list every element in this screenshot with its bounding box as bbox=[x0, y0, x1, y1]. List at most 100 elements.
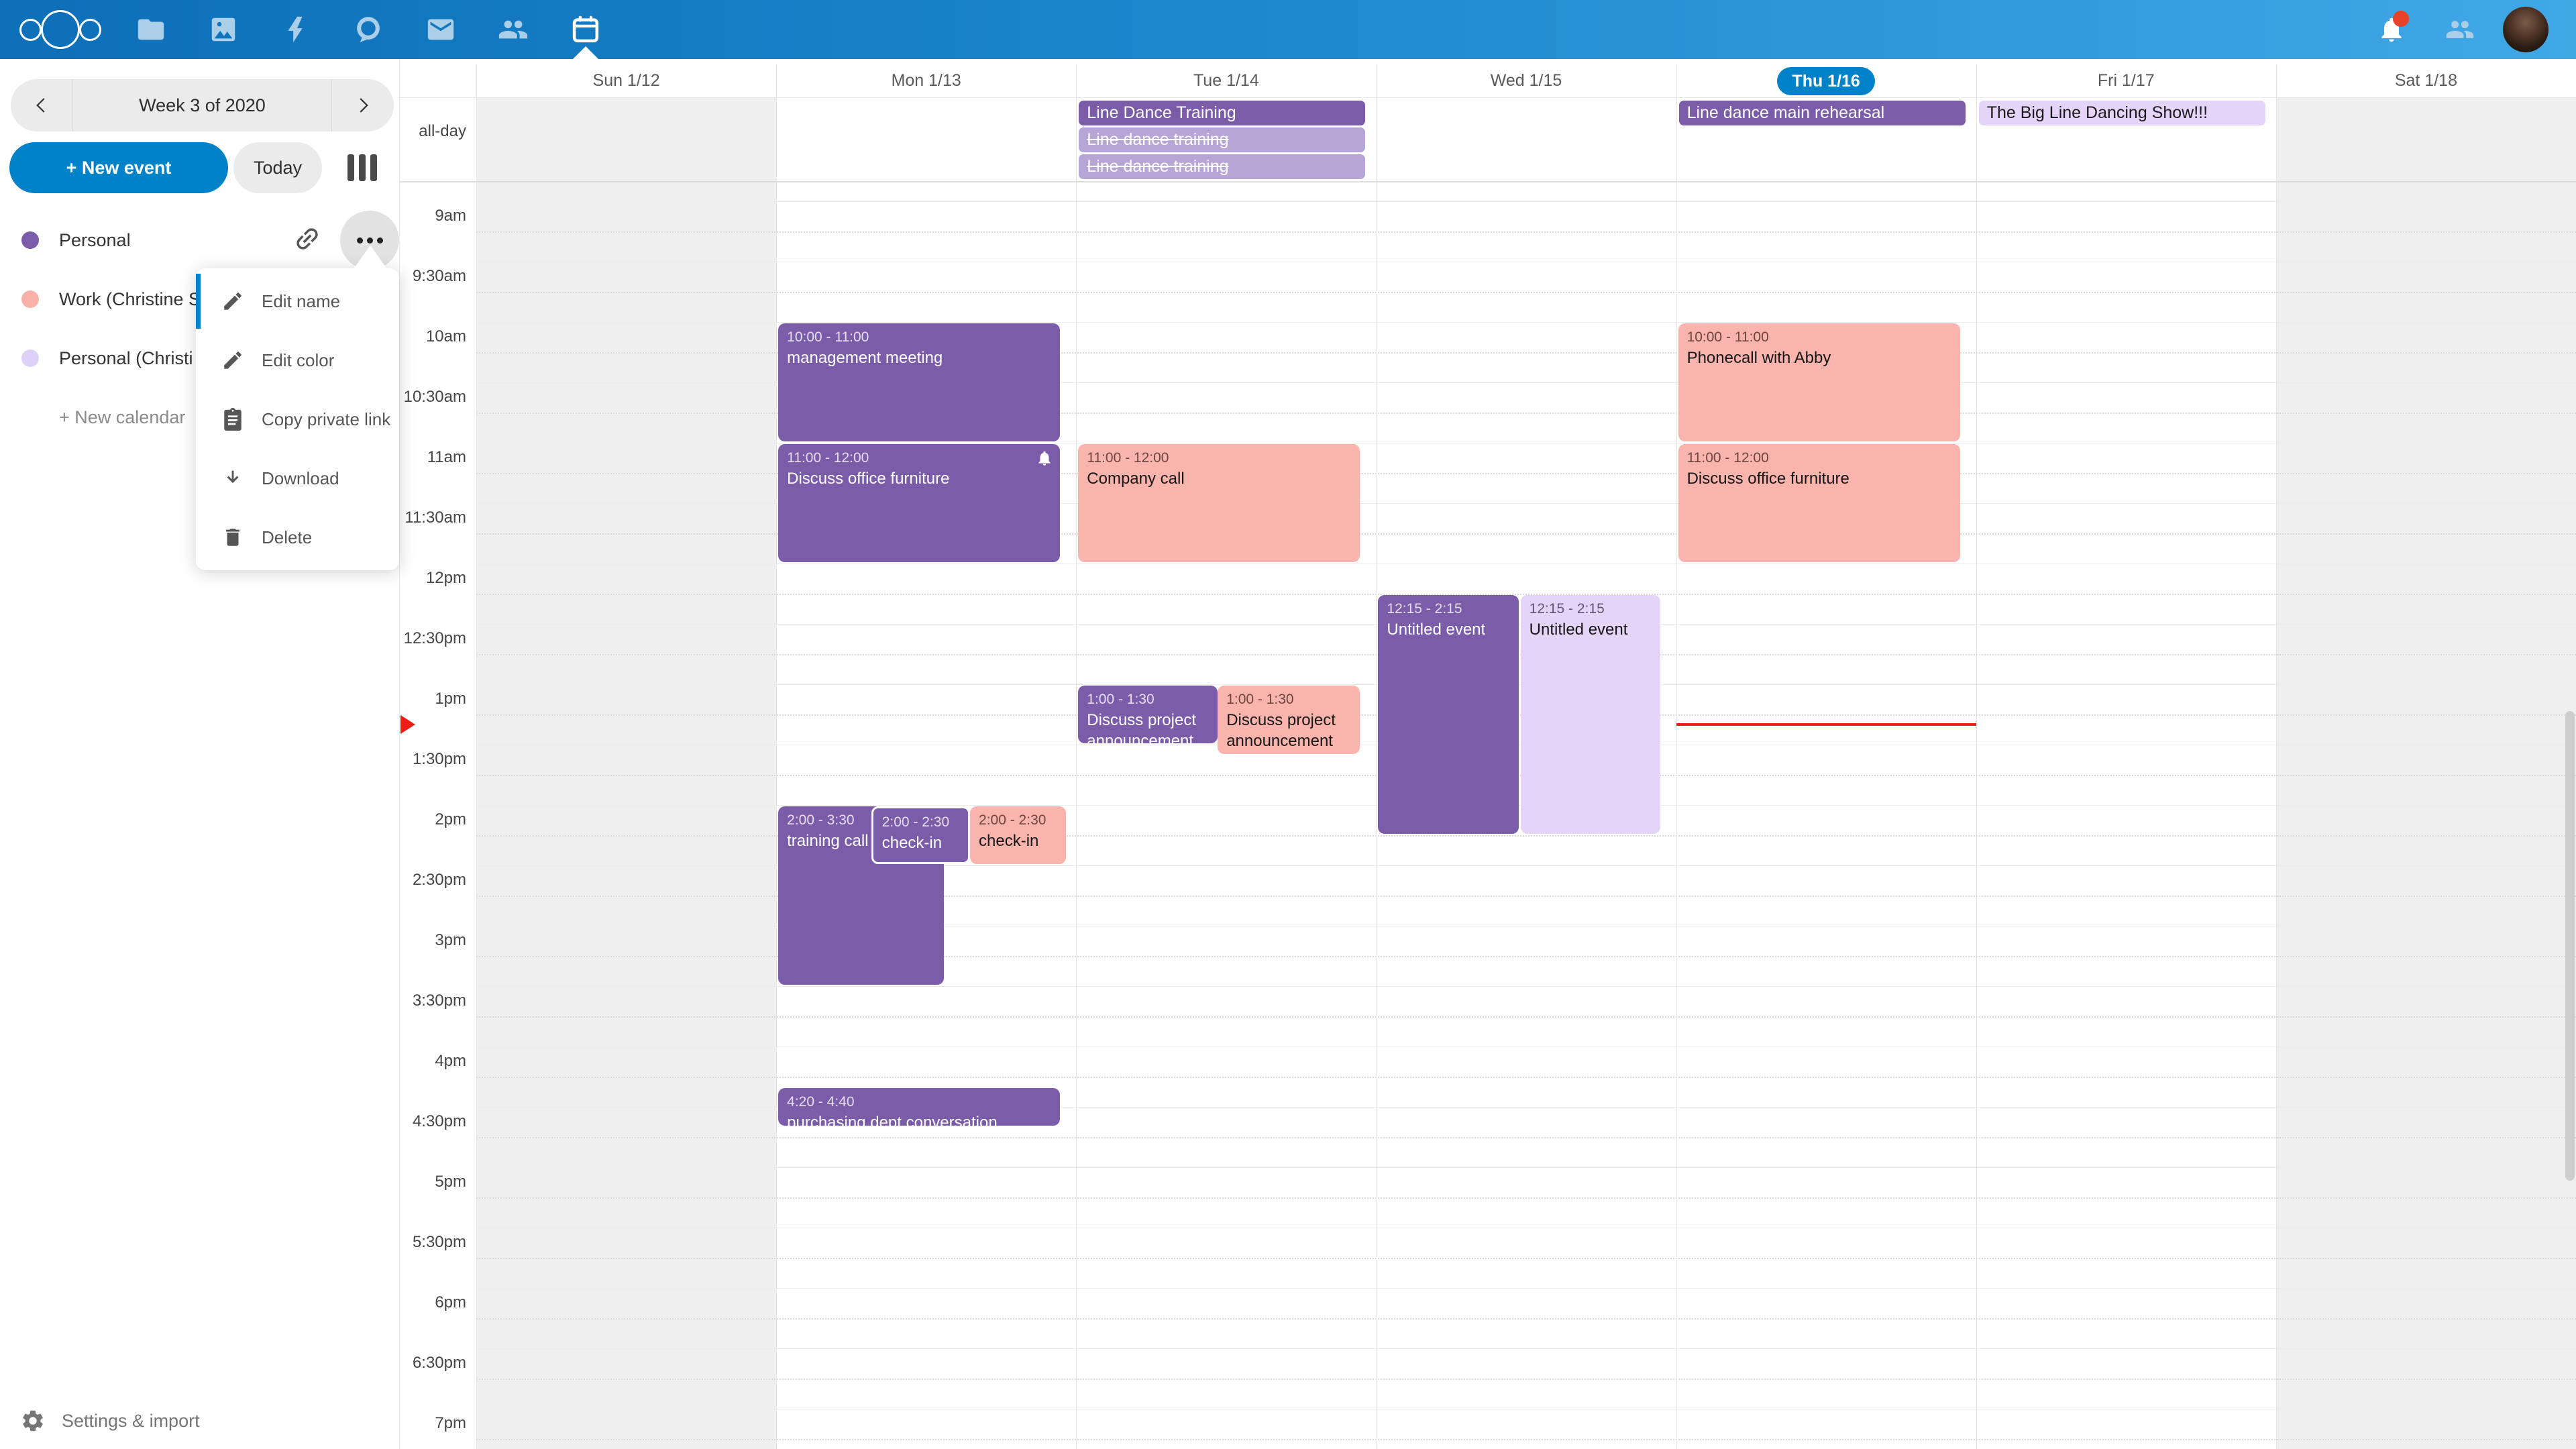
event[interactable]: 11:00 - 12:00 Discuss office furniture bbox=[778, 444, 1061, 562]
event-time: 1:00 - 1:30 bbox=[1226, 692, 1294, 707]
event[interactable]: 4:20 - 4:40 purchasing dept conversation bbox=[778, 1088, 1061, 1126]
event[interactable]: 2:00 - 2:30 check-in bbox=[871, 806, 970, 864]
event-time: 11:00 - 12:00 bbox=[1087, 450, 1169, 466]
gridline-15min bbox=[476, 1318, 2576, 1320]
gridline-15min bbox=[476, 896, 2576, 897]
menu-item-edit-color[interactable]: Edit color bbox=[196, 331, 399, 390]
time-label: 4:30pm bbox=[412, 1112, 466, 1130]
calendar-grid: all-day 9am 9:30am 10am 10:30am 11am 11:30am 1… bbox=[399, 59, 2576, 1449]
contacts-icon bbox=[498, 20, 528, 39]
all-day-event[interactable]: Line dance training bbox=[1079, 154, 1366, 179]
app-button-activity[interactable] bbox=[266, 0, 325, 59]
gridline-15min bbox=[476, 1439, 2576, 1440]
event-time: 11:00 - 12:00 bbox=[787, 450, 869, 466]
week-label: Week 3 of 2020 bbox=[139, 95, 266, 115]
gridline-30min bbox=[476, 865, 2576, 866]
bell-icon bbox=[1038, 451, 1051, 466]
gear-icon bbox=[23, 1410, 43, 1432]
previous-week-button[interactable] bbox=[11, 79, 73, 131]
event-title: Discuss project announcement bbox=[1087, 711, 1196, 743]
trash-icon bbox=[226, 529, 239, 546]
event[interactable]: 11:00 - 12:00 Company call bbox=[1078, 444, 1360, 562]
app-button-talk[interactable] bbox=[339, 0, 398, 59]
all-day-event[interactable]: The Big Line Dancing Show!!! bbox=[1978, 101, 2265, 125]
event-title: purchasing dept conversation bbox=[787, 1114, 998, 1126]
new-calendar-button[interactable]: + New calendar bbox=[59, 407, 186, 427]
notifications-button[interactable] bbox=[2362, 0, 2421, 59]
time-label: 6pm bbox=[435, 1293, 466, 1311]
time-label: 3:30pm bbox=[412, 991, 466, 1010]
calendar-color-dot bbox=[21, 350, 39, 367]
app-button-photos[interactable] bbox=[194, 0, 253, 59]
event-title: Discuss project announcement bbox=[1226, 711, 1336, 750]
calendar-color-dot bbox=[21, 231, 39, 249]
all-day-event[interactable]: Line dance main rehearsal bbox=[1678, 101, 1966, 125]
event-title: Untitled event bbox=[1529, 621, 1628, 639]
day-header-thu: Thu 1/16 bbox=[1676, 64, 1976, 97]
day-header-mon: Mon 1/13 bbox=[891, 71, 961, 90]
event-time: 1:00 - 1:30 bbox=[1087, 692, 1155, 707]
calendar-list-item[interactable]: Work (Christine S bbox=[0, 270, 399, 329]
event[interactable]: 2:00 - 2:30 check-in bbox=[970, 806, 1066, 864]
user-avatar[interactable] bbox=[2503, 7, 2548, 52]
event-time: 10:00 - 11:00 bbox=[787, 329, 869, 345]
day-header-sun: Sun 1/12 bbox=[592, 71, 660, 90]
gridline-30min bbox=[476, 986, 2576, 987]
time-label: 4pm bbox=[435, 1052, 466, 1070]
talk-icon bbox=[357, 17, 380, 43]
event-title: management meeting bbox=[787, 349, 943, 367]
menu-item-edit-name[interactable]: Edit name bbox=[196, 272, 399, 331]
event-title: Discuss office furniture bbox=[1686, 470, 1849, 488]
new-event-button[interactable]: + New event bbox=[9, 142, 228, 193]
contacts-menu-button[interactable] bbox=[2430, 0, 2489, 59]
gridline-15min bbox=[476, 594, 2576, 595]
time-label: 11am bbox=[427, 448, 466, 466]
all-day-event[interactable]: Line Dance Training bbox=[1079, 101, 1366, 125]
copy-link-button[interactable] bbox=[292, 224, 325, 256]
event[interactable]: 10:00 - 11:00 Phonecall with Abby bbox=[1678, 323, 1960, 441]
time-label: 11:30am bbox=[405, 508, 466, 527]
today-day-pill: Thu 1/16 bbox=[1777, 67, 1875, 96]
menu-item-copy-private-link[interactable]: Copy private link bbox=[196, 390, 399, 449]
view-toggle-button[interactable] bbox=[347, 154, 380, 181]
view-columns-icon bbox=[347, 154, 354, 181]
event[interactable]: 11:00 - 12:00 Discuss office furniture bbox=[1678, 444, 1960, 562]
event[interactable]: 12:15 - 2:15 Untitled event bbox=[1378, 595, 1519, 834]
event[interactable]: 10:00 - 11:00 management meeting bbox=[778, 323, 1061, 441]
photos-icon bbox=[211, 17, 235, 42]
today-button[interactable]: Today bbox=[233, 142, 322, 193]
vertical-scrollbar-thumb[interactable] bbox=[2565, 711, 2575, 1181]
nextcloud-logo-icon[interactable] bbox=[16, 0, 105, 59]
menu-item-download[interactable]: Download bbox=[196, 449, 399, 508]
next-week-button[interactable] bbox=[331, 79, 394, 131]
event[interactable]: 1:00 - 1:30 Discuss project announcement bbox=[1218, 686, 1360, 754]
dots-icon bbox=[356, 237, 363, 244]
contacts-icon bbox=[2446, 21, 2474, 38]
event[interactable]: 1:00 - 1:30 Discuss project announcement bbox=[1078, 686, 1218, 743]
app-button-mail[interactable] bbox=[411, 0, 470, 59]
time-label: 5pm bbox=[435, 1173, 466, 1191]
calendar-list-item[interactable]: Personal bbox=[0, 211, 399, 270]
time-label: 1pm bbox=[435, 690, 466, 708]
app-button-calendar[interactable] bbox=[556, 0, 615, 59]
active-app-indicator bbox=[573, 46, 598, 59]
app-button-files[interactable] bbox=[121, 0, 180, 59]
event[interactable]: 12:15 - 2:15 Untitled event bbox=[1520, 595, 1660, 834]
event[interactable]: 2:00 - 3:30 training call bbox=[778, 806, 945, 985]
gridline-15min bbox=[476, 1258, 2576, 1259]
top-bar bbox=[0, 0, 2576, 59]
app-button-contacts[interactable] bbox=[484, 0, 543, 59]
day-header-fri: Fri 1/17 bbox=[2097, 71, 2155, 90]
time-label: 3pm bbox=[435, 931, 466, 949]
weekend-shading bbox=[476, 97, 777, 1449]
column-border bbox=[776, 64, 777, 1449]
menu-item-delete[interactable]: Delete bbox=[196, 508, 399, 567]
logo-circle bbox=[19, 19, 42, 41]
gridline-15min bbox=[476, 231, 2576, 233]
calendar-list-item[interactable]: Personal (Christi bbox=[0, 329, 399, 388]
link-icon bbox=[297, 228, 318, 250]
all-day-event[interactable]: Line dance training bbox=[1079, 127, 1366, 152]
settings-import-button[interactable]: Settings & import bbox=[0, 1401, 200, 1441]
download-icon bbox=[227, 470, 239, 484]
gridline-30min bbox=[476, 503, 2576, 504]
